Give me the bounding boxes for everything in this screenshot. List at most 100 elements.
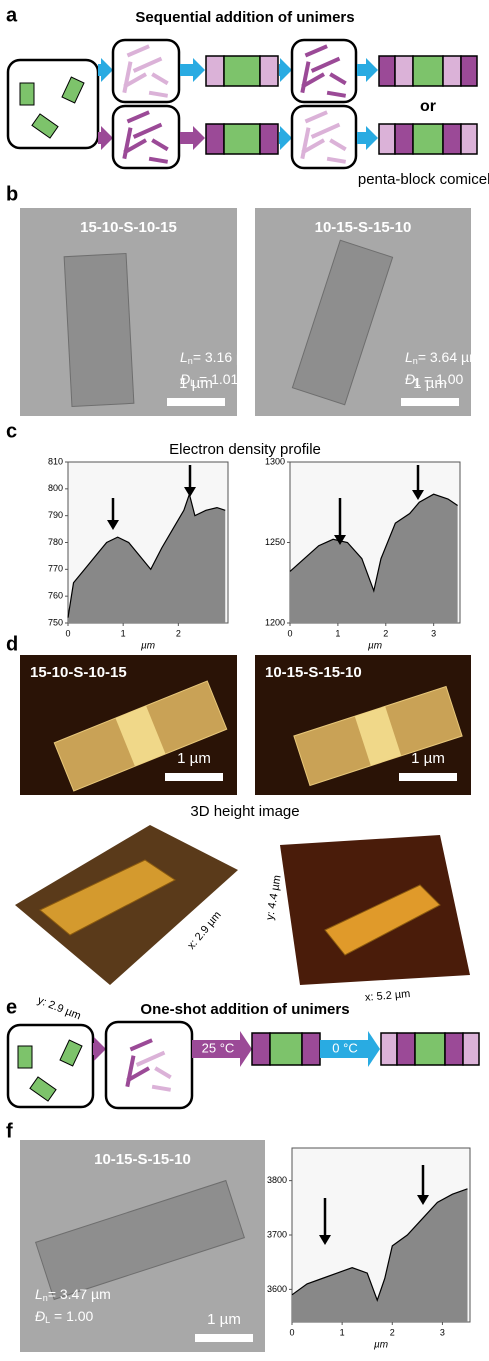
block (395, 124, 413, 154)
panel-title: Sequential addition of unimers (135, 9, 354, 26)
block (260, 124, 278, 154)
y-tick-label: 3600 (267, 1284, 287, 1294)
block (397, 1033, 415, 1065)
y-tick-label: 760 (48, 591, 63, 601)
x-tick-label: 2 (176, 628, 181, 638)
scale-label: 1 µm (413, 375, 447, 392)
unimer-seed (20, 83, 34, 105)
block (206, 56, 224, 86)
symbol: L (180, 349, 188, 365)
block (224, 124, 260, 154)
block (415, 1033, 445, 1065)
y-tick-label: 3700 (267, 1229, 287, 1239)
block (445, 1033, 463, 1065)
arrow (93, 1037, 106, 1061)
measure-text: = 3.47 µm (48, 1286, 111, 1302)
x-tick-label: 2 (383, 628, 388, 638)
block (224, 56, 260, 86)
scale-label: 1 µm (177, 750, 211, 767)
arrow (98, 126, 113, 150)
block (260, 56, 278, 86)
block (252, 1033, 270, 1065)
y-tick-label: 1300 (265, 456, 285, 466)
block (443, 56, 461, 86)
scale-label: 1 µm (179, 375, 213, 392)
y-tick-label: 1200 (265, 617, 285, 627)
container-box (106, 1022, 192, 1108)
y-tick-label: 810 (48, 456, 63, 466)
panel-label: f (6, 1120, 13, 1142)
x-tick-label: 3 (440, 1327, 445, 1337)
x-tick-label: 1 (335, 628, 340, 638)
x-axis-label: µm (368, 641, 382, 652)
scale-bar (167, 398, 225, 406)
x-axis-label: µm (141, 641, 155, 652)
arrow (180, 126, 205, 150)
panel-label: c (6, 420, 17, 442)
arrow (180, 58, 205, 82)
panel-title: Electron density profile (169, 441, 321, 458)
unimer-seed (18, 1046, 32, 1068)
panel-label: a (6, 4, 18, 26)
measure-text: = 3.16 µm (193, 349, 256, 365)
temperature: 25 °C (202, 1040, 235, 1055)
sample-name: 10-15-S-15-10 (265, 664, 362, 681)
symbol: Đ (35, 1308, 45, 1324)
arrow (279, 126, 292, 150)
y-tick-label: 750 (48, 617, 63, 627)
measure-text: = 3.64 µm (418, 349, 481, 365)
caption: penta-block comicelle (358, 171, 489, 188)
block (379, 56, 395, 86)
sample-name: 15-10-S-10-15 (30, 664, 127, 681)
scale-bar (399, 773, 457, 781)
panel-label: b (6, 183, 18, 205)
arrow (279, 58, 292, 82)
x-tick-label: 3 (431, 628, 436, 638)
or-label: or (420, 98, 436, 115)
block (461, 124, 477, 154)
scale-bar (195, 1334, 253, 1342)
scale-label: 1 µm (207, 1311, 241, 1328)
block (302, 1033, 320, 1065)
micelle (64, 253, 134, 406)
figure: a Sequential addition of unimers or penta-b… (0, 0, 489, 1361)
x-tick-label: 0 (65, 628, 70, 638)
panel-title: One-shot addition of unimers (140, 1001, 349, 1018)
y-tick-label: 1250 (265, 537, 285, 547)
axis-label-3d: y: 2.9 µm (36, 994, 83, 1022)
block (443, 124, 461, 154)
arrow (98, 58, 113, 82)
block (270, 1033, 302, 1065)
scale-bar (401, 398, 459, 406)
panel-label: d (6, 633, 18, 655)
x-tick-label: 1 (121, 628, 126, 638)
symbol: L (35, 1286, 43, 1302)
axis-label-3d: x: 5.2 µm (364, 988, 410, 1004)
measure: ĐL = 1.00 (35, 1308, 94, 1326)
panel-label: e (6, 996, 17, 1018)
x-tick-label: 2 (390, 1327, 395, 1337)
y-tick-label: 770 (48, 564, 63, 574)
arrow (357, 58, 378, 82)
x-tick-label: 1 (340, 1327, 345, 1337)
scale-bar (165, 773, 223, 781)
sample-name: 10-15-S-15-10 (315, 219, 412, 236)
scale-label: 1 µm (411, 750, 445, 767)
block (463, 1033, 479, 1065)
x-tick-label: 0 (287, 628, 292, 638)
symbol: L (405, 349, 413, 365)
block (413, 124, 443, 154)
arrow (357, 126, 378, 150)
y-tick-label: 780 (48, 537, 63, 547)
x-tick-label: 0 (289, 1327, 294, 1337)
x-axis-label: µm (374, 1340, 388, 1351)
axis-label-3d: y: 4.4 µm (264, 874, 284, 921)
y-tick-label: 790 (48, 510, 63, 520)
block (395, 56, 413, 86)
axis-label-3d: x: 2.9 µm (185, 909, 223, 952)
sample-name: 15-10-S-10-15 (80, 219, 177, 236)
block (379, 124, 395, 154)
block (206, 124, 224, 154)
block (381, 1033, 397, 1065)
sample-name: 10-15-S-15-10 (94, 1151, 191, 1168)
